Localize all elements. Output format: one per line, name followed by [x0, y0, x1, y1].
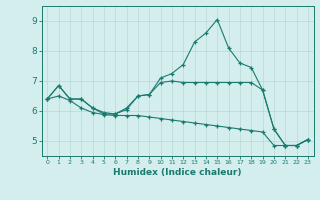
X-axis label: Humidex (Indice chaleur): Humidex (Indice chaleur) — [113, 168, 242, 177]
